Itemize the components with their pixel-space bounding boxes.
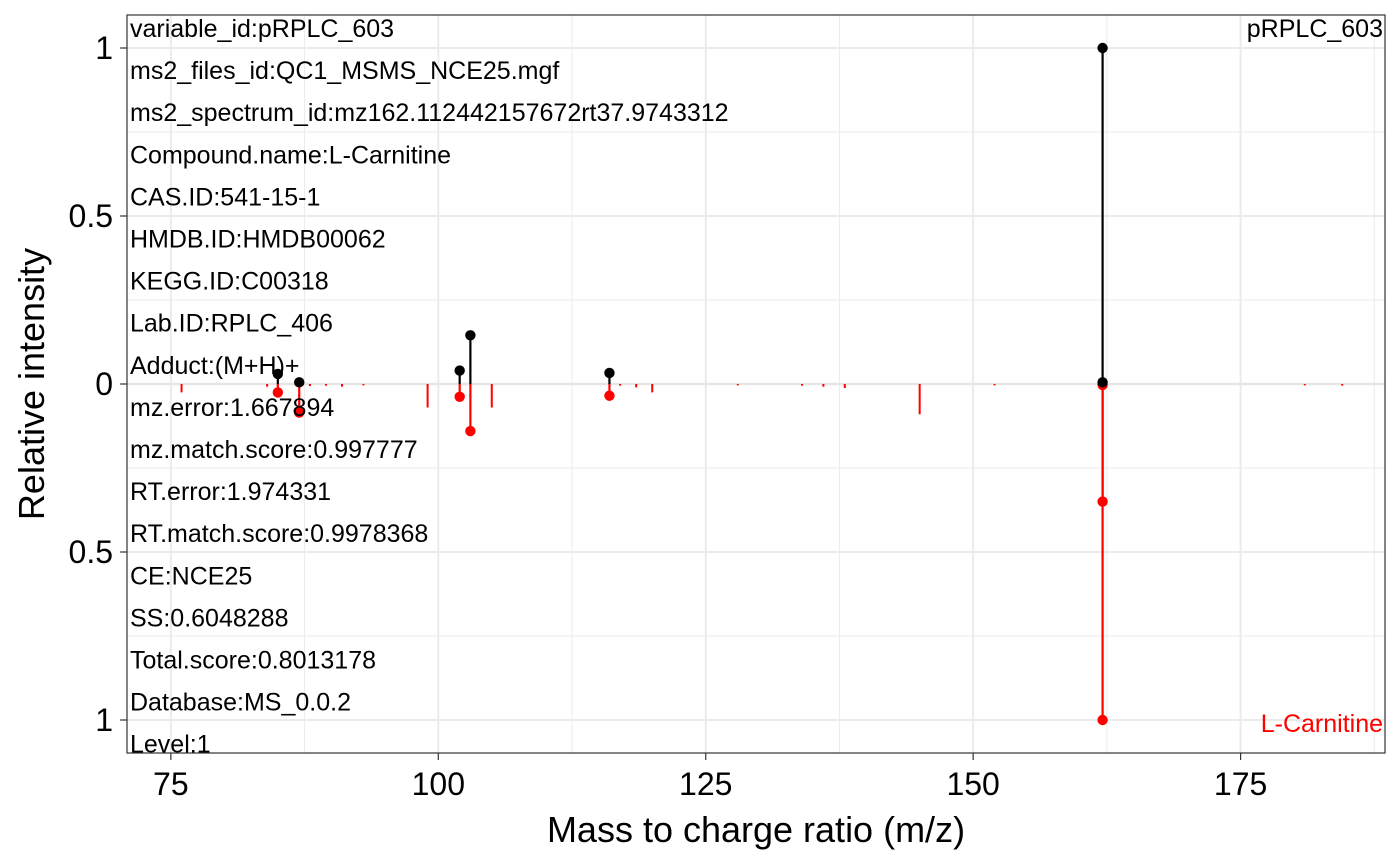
spectra — [180, 42, 1344, 726]
experimental-peak-point — [1097, 377, 1108, 388]
y-tick-label: 1 — [95, 702, 113, 738]
annotation-line: SS:0.6048288 — [130, 604, 288, 632]
x-tick-label: 75 — [153, 766, 189, 802]
annotation-line: RT.match.score:0.9978368 — [130, 520, 428, 548]
grid-lines — [127, 15, 1385, 753]
library-peak-point — [294, 407, 305, 418]
annotation-line: HMDB.ID:HMDB00062 — [130, 226, 386, 254]
y-tick-label: 0 — [95, 366, 113, 402]
experimental-peak-point — [1097, 42, 1108, 54]
x-tick-label: 150 — [946, 766, 999, 802]
annotation-line: Total.score:0.8013178 — [130, 647, 376, 675]
x-tick-label: 125 — [679, 766, 732, 802]
y-tick-label: 0.5 — [69, 534, 113, 570]
annotation-line: ms2_spectrum_id:mz162.112442157672rt37.9… — [130, 99, 729, 127]
experimental-peak-point — [272, 368, 284, 380]
y-tick-label: 1 — [95, 30, 113, 66]
library-peak-point — [1097, 496, 1108, 507]
annotation-line: KEGG.ID:C00318 — [130, 268, 329, 296]
annotation-text: variable_id:pRPLC_603 ms2_files_id:QC1_MS… — [130, 15, 729, 759]
library-peak-point — [272, 387, 284, 398]
annotation-line: Database:MS_0.0.2 — [130, 689, 351, 717]
experimental-peak-point — [465, 330, 476, 341]
annotation-line: Adduct:(M+H)+ — [130, 352, 300, 380]
annotation-line: CE:NCE25 — [130, 562, 252, 590]
experimental-spectrum-label: pRPLC_603 — [1247, 15, 1383, 43]
annotation-line: ms2_files_id:QC1_MSMS_NCE25.mgf — [130, 57, 559, 85]
annotation-line: variable_id:pRPLC_603 — [130, 15, 394, 43]
x-axis-title: Mass to charge ratio (m/z) — [547, 809, 965, 850]
annotation-line: mz.match.score:0.997777 — [130, 436, 418, 464]
library-peak-point — [1097, 714, 1108, 726]
library-peak-point — [465, 425, 476, 437]
annotation-line: RT.error:1.974331 — [130, 478, 331, 506]
annotation-line: mz.error:1.667894 — [130, 394, 334, 422]
y-axis-title: Relative intensity — [11, 248, 52, 520]
annotation-line: CAS.ID:541-15-1 — [130, 183, 320, 211]
y-tick-label: 0.5 — [69, 198, 113, 234]
library-peak-point — [604, 390, 615, 401]
annotation-line: Lab.ID:RPLC_406 — [130, 310, 333, 338]
axes: 75 100 125 150 175 1 0.5 0 0.5 1 — [69, 30, 1268, 802]
annotation-line: Compound.name:L-Carnitine — [130, 141, 451, 169]
annotation-line: Level:1 — [130, 731, 211, 759]
experimental-peak-point — [294, 377, 305, 388]
library-spectrum-label: L-Carnitine — [1261, 710, 1383, 738]
x-tick-label: 100 — [412, 766, 465, 802]
x-tick-label: 175 — [1214, 766, 1267, 802]
experimental-peak-point — [454, 365, 465, 376]
experimental-peak-point — [604, 367, 615, 379]
library-peak-point — [454, 391, 465, 402]
